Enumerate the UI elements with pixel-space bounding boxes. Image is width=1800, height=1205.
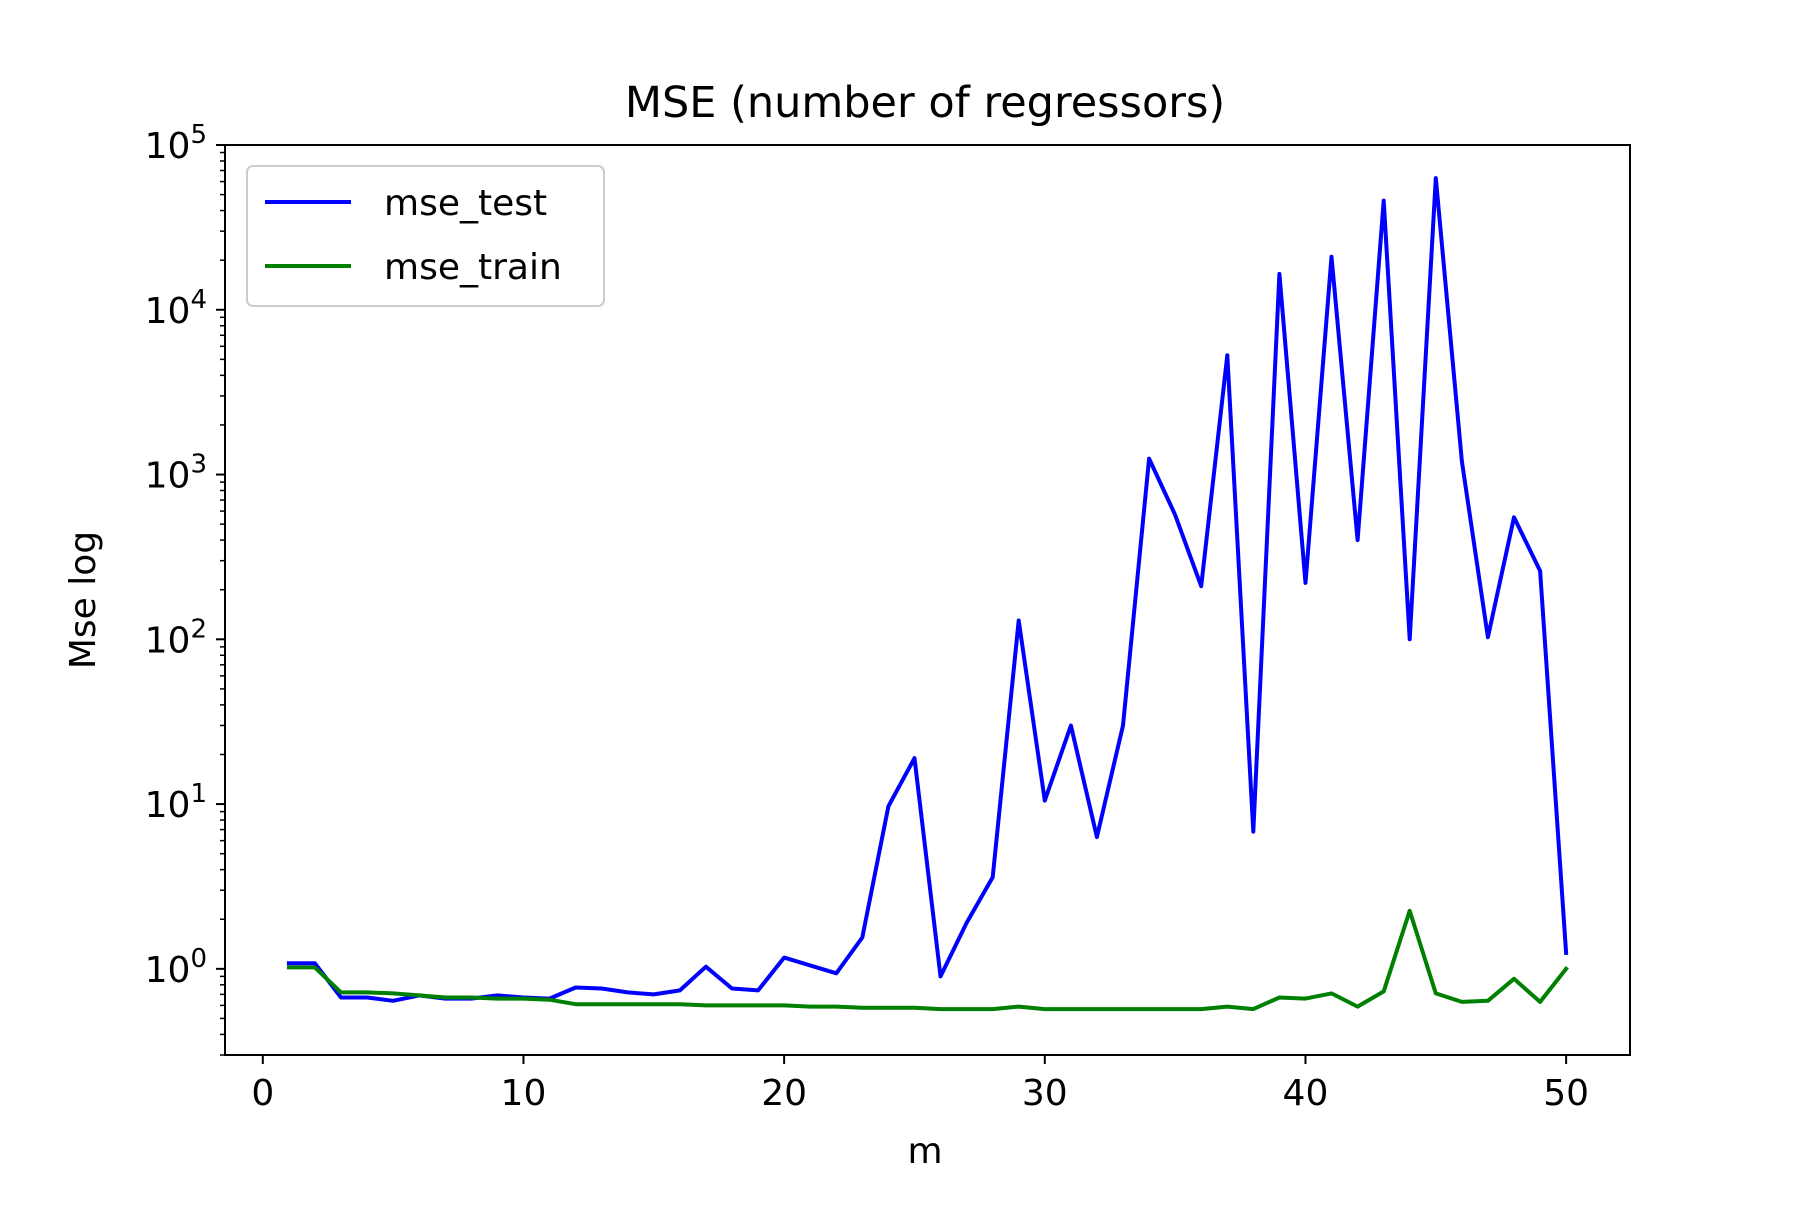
series-lines <box>286 176 1569 1012</box>
x-tick-label: 0 <box>251 1073 274 1114</box>
legend-label-mse-test: mse_test <box>384 183 547 224</box>
axis-ticks: 0 10 20 30 40 50 100 101 102 103 104 105 <box>145 120 1589 1114</box>
chart-title: MSE (number of regressors) <box>625 78 1225 128</box>
x-tick-label: 50 <box>1543 1073 1589 1114</box>
y-tick-label: 101 <box>145 779 207 826</box>
series-line-mse-test <box>286 176 1569 1003</box>
x-axis-label: m <box>907 1131 942 1172</box>
x-tick-label: 40 <box>1283 1073 1329 1114</box>
y-tick-label: 100 <box>145 944 207 991</box>
y-axis-label: Mse log <box>63 531 104 669</box>
x-tick-label: 10 <box>501 1073 547 1114</box>
y-tick-label: 105 <box>145 120 207 167</box>
legend-label-mse-train: mse_train <box>384 247 562 288</box>
y-tick-label: 103 <box>145 450 207 497</box>
plot-area-frame <box>224 144 1631 1056</box>
legend: mse_test mse_train <box>246 165 605 307</box>
y-tick-label: 102 <box>145 614 207 661</box>
y-tick-label: 104 <box>145 285 207 332</box>
x-tick-label: 30 <box>1022 1073 1068 1114</box>
x-tick-label: 20 <box>761 1073 807 1114</box>
series-line-mse-train <box>286 908 1569 1012</box>
